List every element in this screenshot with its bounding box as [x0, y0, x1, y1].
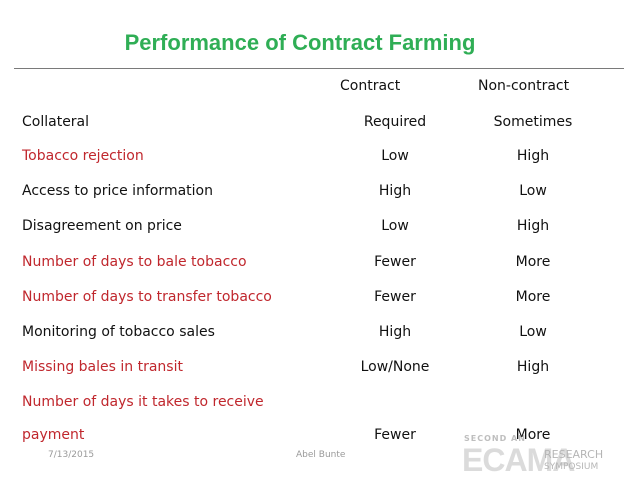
row-label: Number of days to transfer tobacco — [22, 289, 272, 305]
cell-noncontract: More — [515, 254, 551, 270]
cell-noncontract: High — [516, 148, 550, 164]
cell-contract: Low/None — [360, 359, 430, 375]
ecama-logo: SECOND AN ECAMA RESEARCH SYMPOSIUM — [460, 430, 630, 478]
slide-title: Performance of Contract Farming — [124, 30, 476, 55]
footer-author: Abel Bunte — [296, 450, 346, 460]
logo-line1: SECOND AN — [464, 434, 526, 443]
row-label: Collateral — [22, 114, 90, 130]
row-label: Disagreement on price — [22, 218, 182, 234]
cell-noncontract: High — [516, 218, 550, 234]
cell-contract: Low — [381, 218, 409, 234]
row-label: Access to price information — [22, 183, 213, 199]
cell-noncontract: Low — [519, 324, 547, 340]
cell-contract: Fewer — [374, 254, 416, 270]
cell-noncontract: High — [516, 359, 550, 375]
cell-contract: Fewer — [374, 427, 416, 443]
logo-brand: ECAMA — [462, 442, 575, 478]
cell-contract: Required — [363, 114, 427, 130]
footer-date: 7/13/2015 — [48, 450, 95, 460]
row-label: Number of days it takes to receive — [22, 394, 264, 410]
logo-line3: SYMPOSIUM — [544, 462, 599, 472]
row-label: Missing bales in transit — [22, 359, 183, 375]
cell-noncontract: Sometimes — [493, 114, 573, 130]
cell-noncontract: More — [515, 427, 551, 443]
cell-contract: Low — [381, 148, 409, 164]
logo-line2: RESEARCH — [544, 448, 604, 461]
cell-noncontract: More — [515, 289, 551, 305]
row-label: payment — [22, 427, 85, 443]
row-label: Number of days to bale tobacco — [22, 254, 247, 270]
cell-contract: High — [378, 324, 412, 340]
cell-contract: High — [378, 183, 412, 199]
row-label: Tobacco rejection — [22, 148, 144, 164]
cell-noncontract: Low — [519, 183, 547, 199]
column-header-contract: Contract — [340, 78, 401, 94]
cell-contract: Fewer — [374, 289, 416, 305]
row-label: Monitoring of tobacco sales — [22, 324, 215, 340]
title-divider — [14, 68, 624, 69]
column-header-noncontract: Non-contract — [478, 78, 570, 94]
